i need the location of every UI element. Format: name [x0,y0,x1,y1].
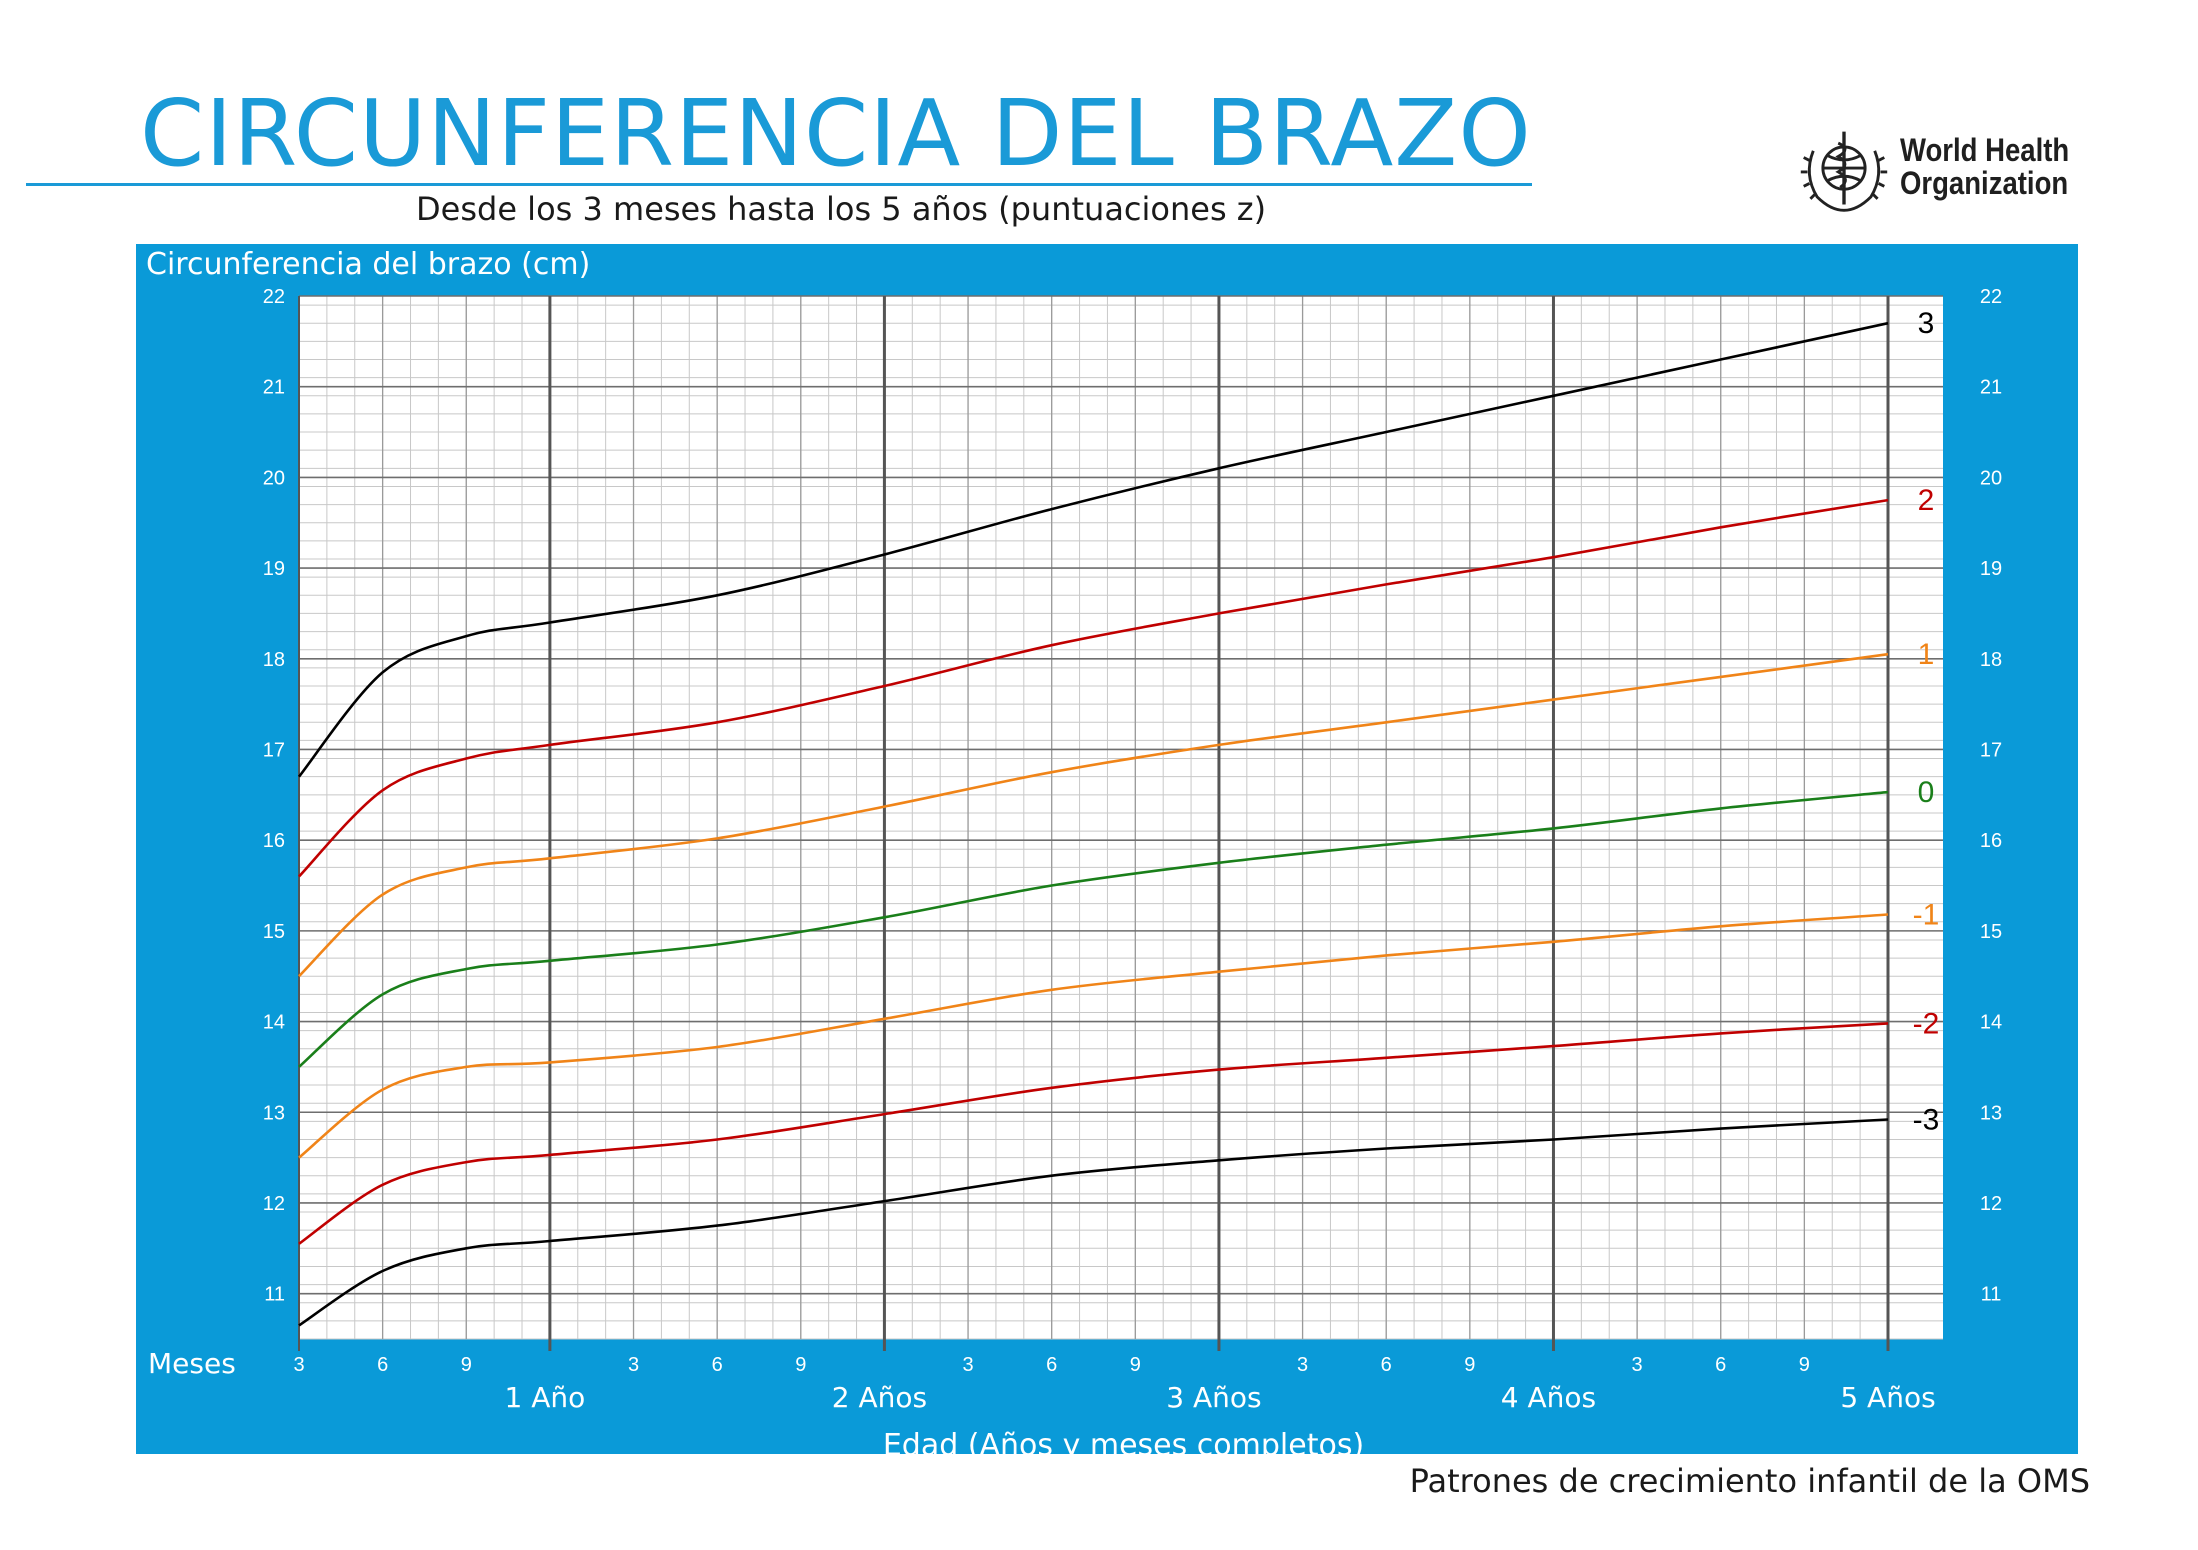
y-tick-label-left: 21 [263,377,285,399]
z-score-label--1: -1 [1913,899,1940,932]
y-tick-label-left: 20 [263,467,285,489]
y-tick-label-right: 15 [1980,921,2002,943]
x-month-label: 6 [712,1354,723,1376]
y-tick-label-left: 16 [263,830,285,852]
x-month-label: 3 [628,1354,639,1376]
org-name-line2: Organization [1900,165,2069,201]
y-tick-label-right: 19 [1980,558,2002,580]
x-month-label: 9 [1464,1354,1475,1376]
x-month-label: 3 [293,1354,304,1376]
y-tick-label-right: 14 [1980,1012,2002,1034]
z-score-label-1: 1 [1918,638,1935,671]
x-year-label: 1 Año [505,1381,586,1414]
x-month-label: 9 [1799,1354,1810,1376]
y-tick-label-right: 12 [1980,1193,2002,1215]
y-tick-label-right: 21 [1980,377,2002,399]
x-year-label: 2 Años [832,1381,927,1414]
y-tick-label-right: 18 [1980,649,2002,671]
y-tick-label-left: 17 [263,739,285,761]
z-score-label--2: -2 [1913,1007,1940,1040]
z-score-label-3: 3 [1918,307,1935,340]
y-tick-label-right: 16 [1980,830,2002,852]
y-tick-label-left: 15 [263,921,285,943]
z-score-label-0: 0 [1918,776,1935,809]
y-tick-label-right: 20 [1980,467,2002,489]
z-score-curve--1 [298,913,1889,1159]
z-score-curve-1 [298,652,1889,978]
z-score-curve--3 [298,1118,1889,1327]
x-month-label: 6 [377,1354,388,1376]
y-tick-label-right: 22 [1980,286,2002,308]
org-name-line1: World Health [1900,132,2070,168]
y-tick-label-left: 13 [263,1102,285,1124]
y-tick-label-right: 13 [1980,1102,2002,1124]
plot-area [299,296,1943,1339]
title-underline [26,183,1532,186]
x-month-label: 9 [1130,1354,1141,1376]
x-axis-title: Edad (Años y meses completos) [883,1428,1364,1454]
x-month-label: 6 [1715,1354,1726,1376]
x-month-label: 3 [962,1354,973,1376]
y-tick-label-left: 18 [263,649,285,671]
x-month-label: 9 [461,1354,472,1376]
y-tick-label-right: 17 [1980,739,2002,761]
x-year-label: 4 Años [1501,1381,1596,1414]
who-organization-name: World Health Organization [1900,134,2069,200]
x-corner-label: Meses [148,1347,236,1380]
y-tick-label-left: 12 [263,1193,285,1215]
y-axis-title: Circunferencia del brazo (cm) [146,247,590,282]
z-score-label--3: -3 [1913,1104,1940,1137]
x-year-label: 3 Años [1166,1381,1261,1414]
chart-panel: 11 11 12 12 13 13 14 14 15 15 16 16 17 17 18 18 19 19 20 20… [136,244,2078,1454]
x-month-label: 9 [795,1354,806,1376]
z-score-curve-2 [298,498,1889,878]
footer-note: Patrones de crecimiento infantil de la O… [1409,1462,2090,1500]
x-month-label: 6 [1046,1354,1057,1376]
z-score-label-2: 2 [1918,484,1935,517]
page-title: CIRCUNFERENCIA DEL BRAZO [140,80,1532,187]
y-tick-label-left: 19 [263,558,285,580]
x-month-label: 3 [1632,1354,1643,1376]
x-month-label: 3 [1297,1354,1308,1376]
y-tick-label-right: 11 [1981,1284,2002,1306]
page-subtitle: Desde los 3 meses hasta los 5 años (punt… [416,190,1267,228]
who-emblem-icon [1800,131,1888,212]
y-tick-label-left: 22 [263,286,285,308]
z-score-curve--2 [298,1022,1889,1245]
x-year-label: 5 Años [1840,1381,1935,1414]
x-month-label: 6 [1381,1354,1392,1376]
y-tick-label-left: 14 [263,1012,285,1034]
z-score-curve-0 [298,790,1889,1068]
y-tick-label-left: 11 [264,1284,285,1306]
z-score-curve-3 [297,321,1889,778]
